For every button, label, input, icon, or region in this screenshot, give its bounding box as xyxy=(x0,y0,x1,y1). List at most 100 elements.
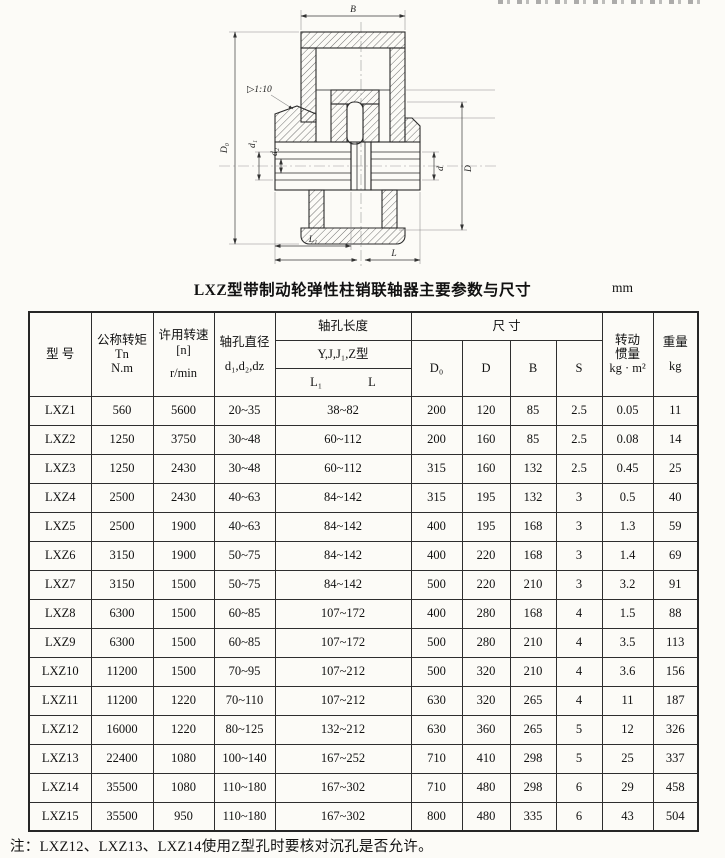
model-cell: LXZ10 xyxy=(28,656,92,687)
value-cell: 120 xyxy=(461,395,511,426)
hub-band xyxy=(274,141,421,191)
value-cell: 84~142 xyxy=(274,511,412,542)
dim-label-d1: d₁ xyxy=(248,140,258,148)
table-row: LXZ4 2500 2430 40~63 84~142 315 195 132 3 0.5 40 xyxy=(28,482,699,513)
header-col-D: D xyxy=(461,339,511,397)
value-cell: 84~142 xyxy=(274,569,412,600)
value-cell: 85 xyxy=(509,395,557,426)
table-title: LXZ型带制动轮弹性柱销联轴器主要参数与尺寸 xyxy=(193,282,532,299)
value-cell: 167~252 xyxy=(274,743,412,774)
header-length-sub: L₁ L xyxy=(274,367,412,397)
header-length-group: 轴孔长度 xyxy=(274,311,412,341)
model-cell: LXZ8 xyxy=(28,598,92,629)
value-cell: 187 xyxy=(652,685,699,716)
value-cell: 168 xyxy=(509,598,557,629)
value-cell: 35500 xyxy=(90,772,154,803)
coupling-drawing-svg: B D₀ d₁ d₂ d D L₁ L ▷1:1 xyxy=(219,5,499,268)
value-cell: 25 xyxy=(652,453,699,484)
value-cell: 6 xyxy=(555,801,603,832)
value-cell: 40~63 xyxy=(213,482,276,513)
dimension-D0: D₀ xyxy=(220,31,299,245)
unit-label: mm xyxy=(612,280,634,295)
value-cell: 630 xyxy=(410,714,463,745)
table-row: LXZ3 1250 2430 30~48 60~112 315 160 132 2.5 0.45 2… xyxy=(28,453,699,484)
value-cell: 156 xyxy=(652,656,699,687)
model-cell: LXZ6 xyxy=(28,540,92,571)
value-cell: 2500 xyxy=(90,482,154,513)
dimension-d1: d₁ xyxy=(248,140,273,181)
dim-label-D0: D₀ xyxy=(220,143,230,154)
value-cell: 950 xyxy=(152,801,215,832)
value-cell: 14 xyxy=(652,424,699,455)
value-cell: 60~112 xyxy=(274,424,412,455)
table-body: LXZ1 560 5600 20~35 38~82 200 120 85 2.5 0.05 11 LX… xyxy=(28,395,699,832)
value-cell: 200 xyxy=(410,424,463,455)
value-cell: 107~212 xyxy=(274,656,412,687)
value-cell: 107~172 xyxy=(274,627,412,658)
value-cell: 410 xyxy=(461,743,511,774)
value-cell: 3.2 xyxy=(601,569,654,600)
value-cell: 500 xyxy=(410,656,463,687)
flange-and-pin-section xyxy=(274,89,421,145)
model-cell: LXZ4 xyxy=(28,482,92,513)
value-cell: 360 xyxy=(461,714,511,745)
value-cell: 337 xyxy=(652,743,699,774)
model-cell: LXZ13 xyxy=(28,743,92,774)
value-cell: 504 xyxy=(652,801,699,832)
value-cell: 6300 xyxy=(90,627,154,658)
value-cell: 80~125 xyxy=(213,714,276,745)
value-cell: 132~212 xyxy=(274,714,412,745)
table-header: 型 号 公称转矩Tn N.m 许用转速 [n] r/min 轴孔直径 d₁,d₂… xyxy=(28,311,699,397)
value-cell: 5 xyxy=(555,743,603,774)
value-cell: 220 xyxy=(461,569,511,600)
value-cell: 12 xyxy=(601,714,654,745)
value-cell: 50~75 xyxy=(213,540,276,571)
value-cell: 315 xyxy=(410,453,463,484)
value-cell: 195 xyxy=(461,482,511,513)
value-cell: 320 xyxy=(461,685,511,716)
value-cell: 168 xyxy=(509,511,557,542)
tapered-flange xyxy=(274,105,317,143)
value-cell: 3 xyxy=(555,511,603,542)
value-cell: 710 xyxy=(410,772,463,803)
table-row: LXZ2 1250 3750 30~48 60~112 200 160 85 2.5 0.08 14 xyxy=(28,424,699,455)
value-cell: 3150 xyxy=(90,569,154,600)
header-col-S: S xyxy=(555,339,603,397)
value-cell: 2.5 xyxy=(555,453,603,484)
value-cell: 280 xyxy=(461,598,511,629)
value-cell: 40~63 xyxy=(213,511,276,542)
value-cell: 1.5 xyxy=(601,598,654,629)
coupling-section-drawing: B D₀ d₁ d₂ d D L₁ L ▷1:1 xyxy=(213,2,505,272)
header-size-group: 尺 寸 xyxy=(410,311,603,341)
value-cell: 20~35 xyxy=(213,395,276,426)
header-col-B: B xyxy=(509,339,557,397)
value-cell: 0.5 xyxy=(601,482,654,513)
model-cell: LXZ2 xyxy=(28,424,92,455)
value-cell: 320 xyxy=(461,656,511,687)
value-cell: 11 xyxy=(652,395,699,426)
table-row: LXZ12 16000 1220 80~125 132~212 630 360 265 5 12 3… xyxy=(28,714,699,745)
value-cell: 2.5 xyxy=(555,395,603,426)
value-cell: 560 xyxy=(90,395,154,426)
dim-label-d: d xyxy=(436,166,446,171)
footnote: 注：LXZ12、LXZ13、LXZ14使用Z型孔时要核对沉孔是否允许。 xyxy=(10,839,433,855)
value-cell: 85 xyxy=(509,424,557,455)
value-cell: 1250 xyxy=(90,424,154,455)
table-row: LXZ6 3150 1900 50~75 84~142 400 220 168 3 1.4 69 xyxy=(28,540,699,571)
value-cell: 0.05 xyxy=(601,395,654,426)
value-cell: 69 xyxy=(652,540,699,571)
value-cell: 458 xyxy=(652,772,699,803)
taper-label: ▷1:10 xyxy=(247,85,272,95)
table-row: LXZ9 6300 1500 60~85 107~172 500 280 210 4 3.5 113 xyxy=(28,627,699,658)
value-cell: 3 xyxy=(555,540,603,571)
value-cell: 30~48 xyxy=(213,424,276,455)
value-cell: 298 xyxy=(509,743,557,774)
value-cell: 4 xyxy=(555,598,603,629)
value-cell: 1.4 xyxy=(601,540,654,571)
value-cell: 168 xyxy=(509,540,557,571)
header-col-D0: D₀ xyxy=(410,339,463,397)
model-cell: LXZ14 xyxy=(28,772,92,803)
value-cell: 400 xyxy=(410,540,463,571)
value-cell: 25 xyxy=(601,743,654,774)
value-cell: 29 xyxy=(601,772,654,803)
